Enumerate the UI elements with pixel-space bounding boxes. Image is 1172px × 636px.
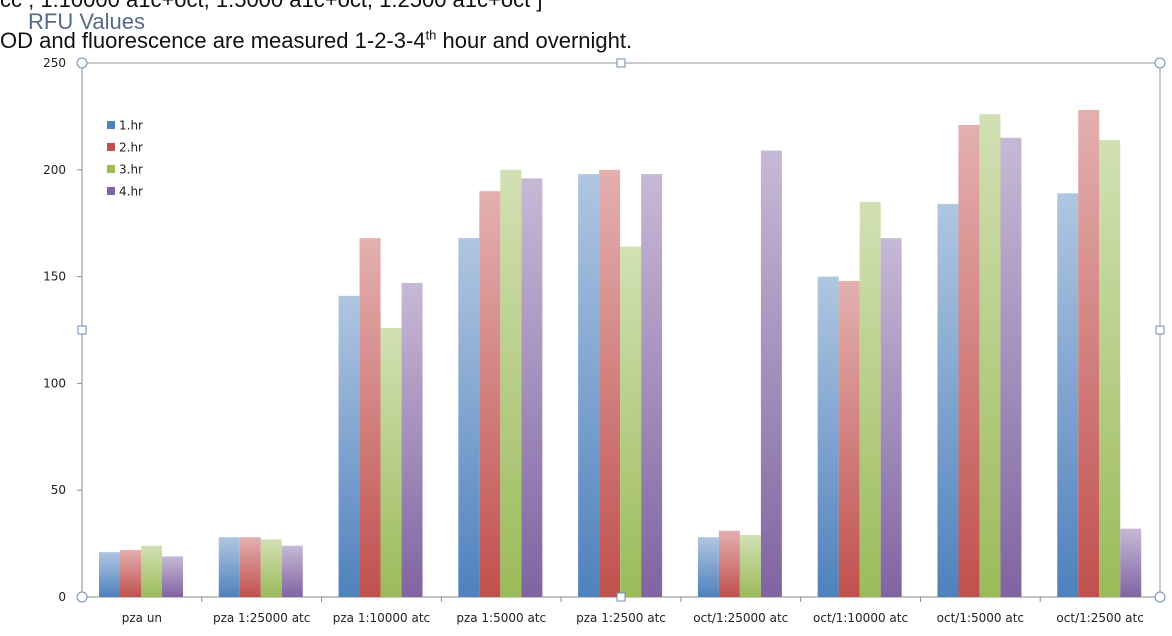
bar-2hr-3: [479, 191, 501, 597]
bar-3hr-5: [739, 535, 761, 597]
bar-1hr-1: [218, 537, 240, 597]
y-tick-label: 0: [58, 590, 66, 604]
legend-swatch-2hr: [107, 143, 115, 151]
bar-1hr-4: [578, 174, 600, 597]
bar-1hr-6: [817, 276, 839, 597]
bar-4hr-6: [880, 238, 902, 598]
x-tick-label: pza 1:2500 atc: [576, 611, 666, 625]
bar-2hr-7: [958, 124, 980, 597]
legend-swatch-3hr: [107, 165, 115, 173]
corner-resize-handle[interactable]: [76, 57, 88, 69]
bar-4hr-3: [521, 178, 543, 597]
document-text-line-2-suffix: hour and overnight.: [436, 28, 633, 53]
x-tick-label: oct/1:5000 atc: [937, 611, 1024, 625]
bar-4hr-4: [641, 174, 663, 597]
edge-resize-handle[interactable]: [1155, 325, 1165, 335]
corner-resize-handle[interactable]: [1154, 591, 1166, 603]
bar-3hr-2: [380, 327, 402, 597]
document-text-line-2: OD and fluorescence are measured 1-2-3-4…: [0, 29, 632, 53]
bars: [99, 109, 1142, 598]
legend-label-3hr: 3.hr: [119, 163, 143, 177]
edge-resize-handle[interactable]: [616, 592, 626, 602]
edge-resize-handle[interactable]: [616, 58, 626, 68]
y-tick-label: 150: [43, 270, 66, 284]
bar-1hr-5: [697, 537, 719, 597]
legend: 1.hr 2.hr 3.hr 4.hr: [107, 119, 143, 199]
bar-2hr-5: [718, 530, 740, 597]
bar-1hr-7: [937, 203, 959, 597]
bar-4hr-2: [401, 283, 423, 597]
corner-resize-handle[interactable]: [1154, 57, 1166, 69]
bar-4hr-5: [760, 150, 782, 598]
y-tick-label: 200: [43, 163, 66, 177]
bar-1hr-2: [338, 295, 360, 597]
y-tick-label: 50: [51, 483, 66, 497]
x-tick-label: pza 1:25000 atc: [213, 611, 310, 625]
edge-resize-handle[interactable]: [77, 325, 87, 335]
legend-label-4hr: 4.hr: [119, 185, 143, 199]
x-tick-label: oct/1:2500 atc: [1056, 611, 1143, 625]
bar-4hr-0: [162, 556, 183, 597]
bar-3hr-4: [620, 246, 642, 598]
x-tick-label: pza 1:5000 atc: [456, 611, 546, 625]
bar-2hr-6: [838, 280, 860, 597]
document-text-line-2-prefix: OD and fluorescence are measured 1-2-3-4: [0, 28, 426, 53]
bar-2hr-2: [359, 238, 381, 598]
x-tick-label: pza un: [122, 611, 162, 625]
corner-resize-handle[interactable]: [76, 591, 88, 603]
bar-2hr-8: [1078, 109, 1100, 597]
bar-3hr-8: [1099, 139, 1121, 597]
x-tick-label: pza 1:10000 atc: [333, 611, 430, 625]
bar-3hr-1: [260, 539, 282, 597]
bar-3hr-3: [500, 169, 522, 598]
chart-title: RFU Values: [28, 9, 145, 34]
bar-2hr-4: [599, 169, 621, 598]
legend-label-2hr: 2.hr: [119, 141, 143, 155]
selection-handles: [76, 57, 1166, 603]
y-tick-label: 100: [43, 376, 66, 390]
y-tick-label: 250: [43, 56, 66, 70]
ordinal-superscript: th: [425, 27, 437, 43]
bar-1hr-3: [458, 238, 480, 598]
legend-swatch-4hr: [107, 187, 115, 195]
bar-1hr-8: [1057, 193, 1079, 597]
bar-4hr-7: [1000, 137, 1022, 597]
bar-2hr-0: [120, 550, 141, 597]
document-text-line-1: cc ; 1:10000 a1c+oct, 1:5000 a1c+oct, 1:…: [0, 0, 542, 12]
bar-4hr-8: [1120, 528, 1142, 597]
bar-4hr-1: [281, 545, 303, 597]
legend-label-1hr: 1.hr: [119, 119, 143, 133]
bar-2hr-1: [239, 537, 261, 597]
y-axis: 0 50 100 150 200 250: [43, 56, 83, 604]
x-tick-label: oct/1:10000 atc: [813, 611, 908, 625]
bar-3hr-7: [979, 114, 1001, 597]
bar-1hr-0: [99, 552, 120, 597]
x-tick-label: oct/1:25000 atc: [693, 611, 788, 625]
bar-3hr-6: [859, 201, 881, 597]
bar-3hr-0: [141, 545, 162, 597]
legend-swatch-1hr: [107, 121, 115, 129]
